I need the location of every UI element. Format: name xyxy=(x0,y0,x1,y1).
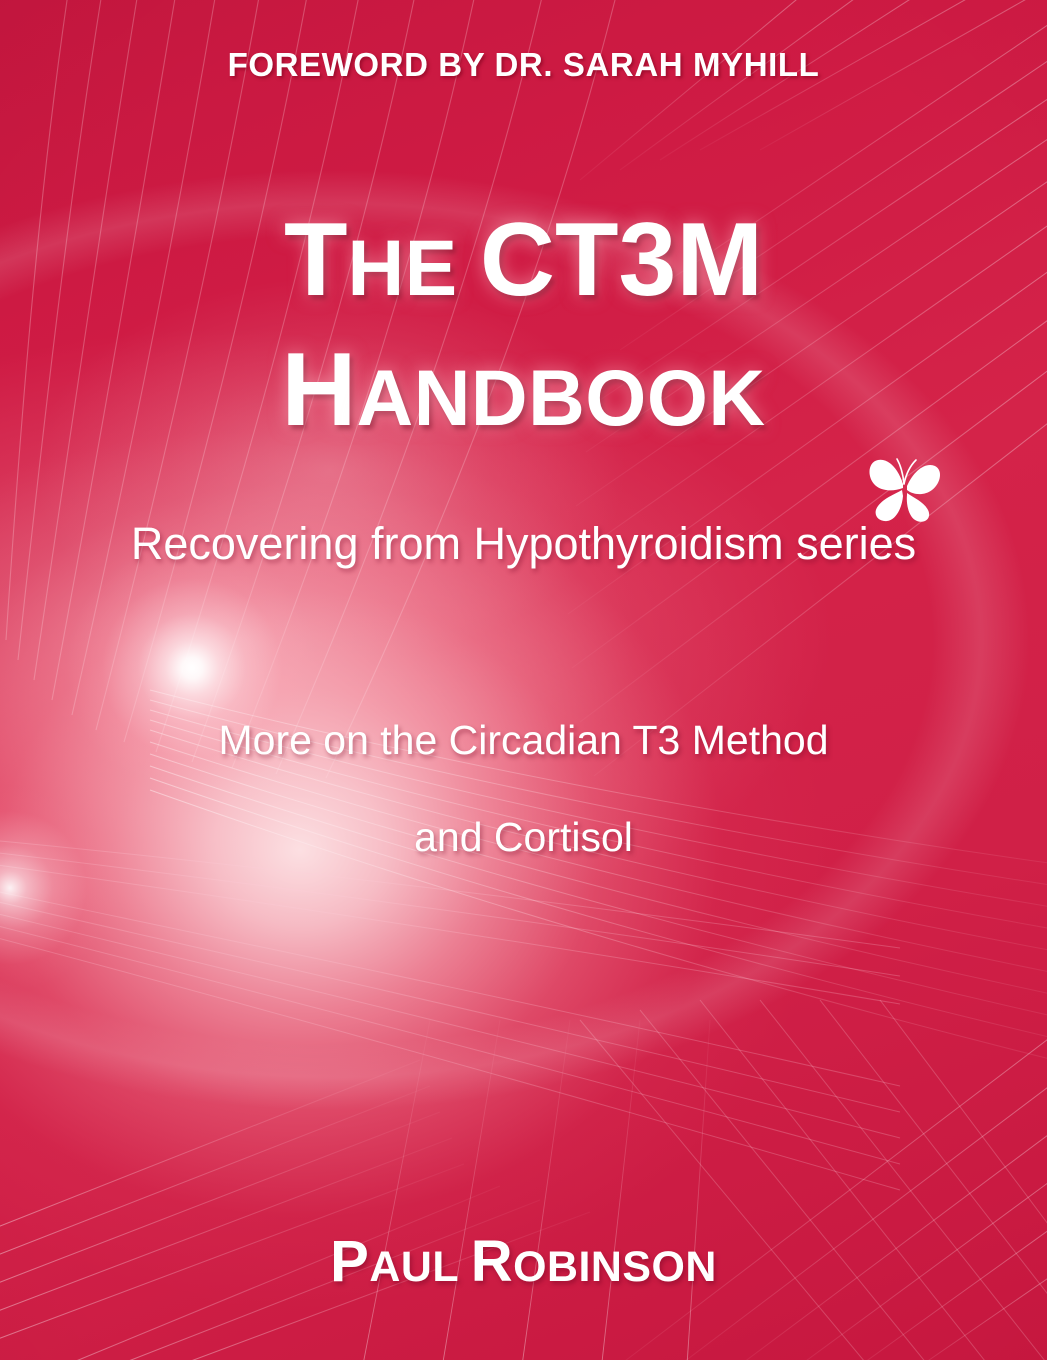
title-line-2-smallcaps: ANDBOOK xyxy=(356,354,766,442)
title-line-1-tail: CT3M xyxy=(479,202,763,318)
book-subtitle: More on the Circadian T3 Method and Cort… xyxy=(0,720,1047,858)
author-name: PAUL ROBINSON xyxy=(0,1228,1047,1295)
title-line-1-initial: T xyxy=(284,202,348,318)
subtitle-line-1: More on the Circadian T3 Method xyxy=(218,717,829,763)
title-line-2-initial: H xyxy=(281,332,357,448)
book-title: THE CT3M HANDBOOK xyxy=(0,208,1047,442)
subtitle-line-2: and Cortisol xyxy=(414,814,633,860)
author-first-initial: P xyxy=(330,1229,370,1294)
series-subtitle: Recovering from Hypothyroidism series xyxy=(130,518,917,569)
author-first-rest: AUL xyxy=(369,1243,471,1291)
author-last-initial: R xyxy=(470,1229,514,1294)
butterfly-icon xyxy=(869,458,941,522)
title-line-1-smallcaps: HE xyxy=(347,224,480,312)
foreword-credit: FOREWORD BY DR. SARAH MYHILL xyxy=(227,46,820,83)
title-line-2: HANDBOOK xyxy=(0,338,1047,442)
author-last-rest: OBINSON xyxy=(513,1243,717,1291)
title-line-1: THE CT3M xyxy=(0,208,1047,312)
